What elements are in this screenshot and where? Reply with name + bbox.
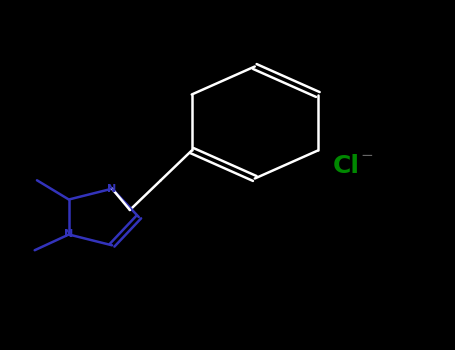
Text: −: −	[360, 148, 373, 163]
Text: N: N	[107, 184, 116, 194]
Text: N: N	[64, 230, 73, 239]
Text: Cl: Cl	[332, 154, 359, 178]
